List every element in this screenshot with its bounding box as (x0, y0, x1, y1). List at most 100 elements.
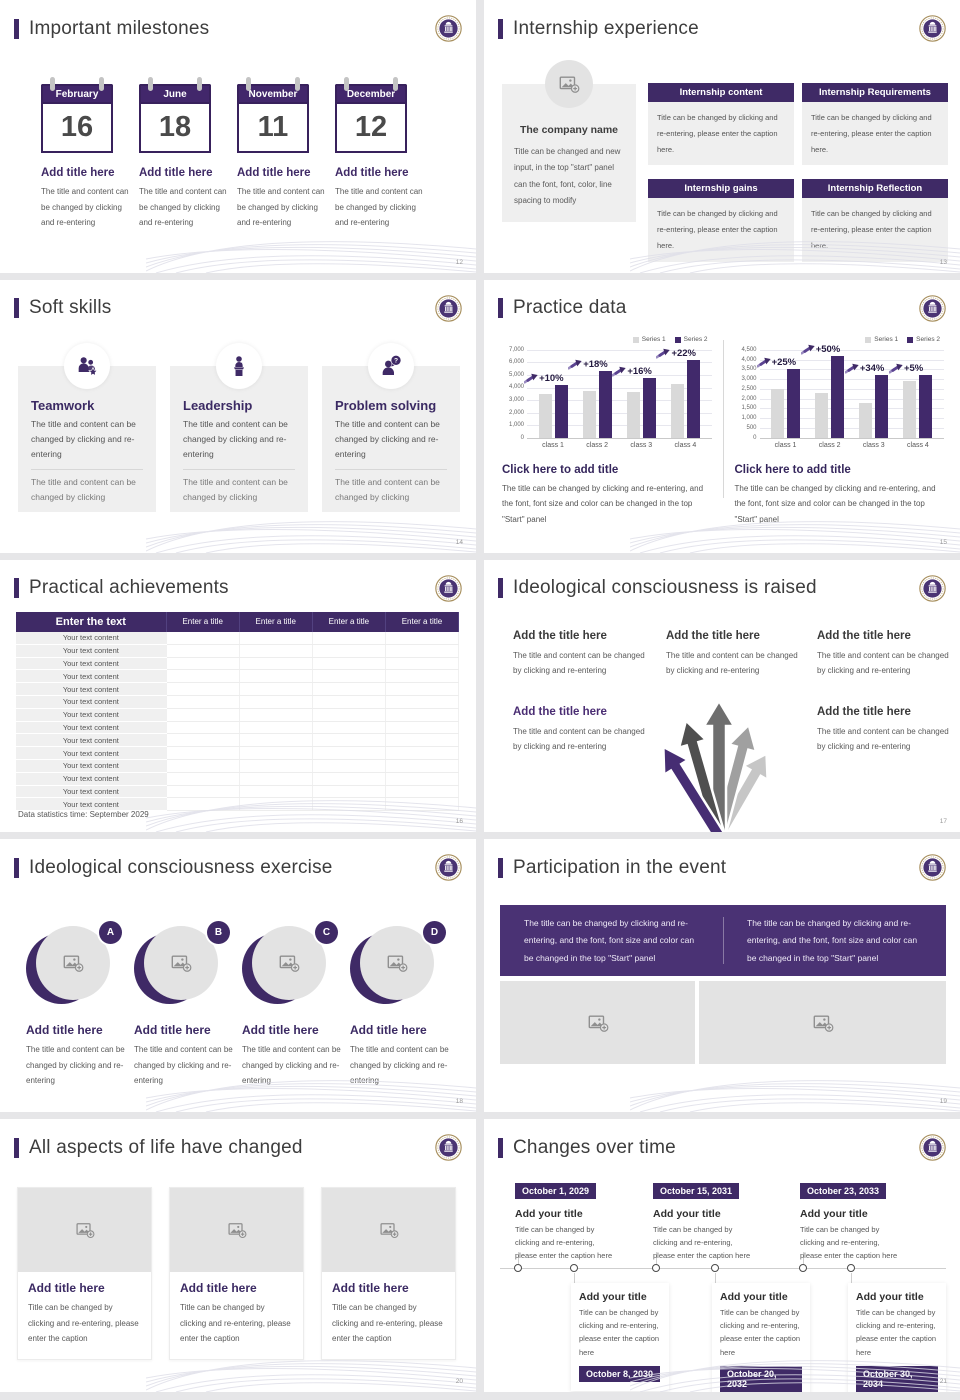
internship-box-header: Internship Requirements (802, 83, 948, 102)
add-image-icon[interactable] (322, 1188, 455, 1273)
table-cell-empty (385, 708, 460, 722)
timeline-body: Title can be changed by clicking and re-… (653, 1225, 751, 1261)
card-title: Add title here (28, 1281, 105, 1296)
chart-y-axis: 7,000 6,000 5,000 4,000 3,000 2,000 1,000 0 (508, 346, 524, 441)
internship-box: Internship Reflection Title can be chang… (802, 179, 948, 262)
block-body: The title and content can be changed by … (513, 650, 645, 676)
date-badge: October 8, 2030 (579, 1365, 661, 1382)
slide-participation[interactable]: Participation in the event The title can… (484, 839, 960, 1113)
text-block: Add the title here The title and content… (513, 706, 645, 755)
table-row: Your text content (16, 785, 460, 799)
slide-important-milestones[interactable]: Important milestones February 16 Add tit… (0, 0, 476, 273)
slide-internship-experience[interactable]: Internship experience The company name T… (484, 0, 960, 273)
table-cell-empty (166, 772, 240, 786)
slide-consciousness-exercise[interactable]: Ideological consciousness exercise A Add… (0, 839, 476, 1113)
slide-changes-over-time[interactable]: Changes over time October 1, 2029 Add yo… (484, 1119, 960, 1392)
slide-practical-achievements[interactable]: Practical achievements Enter the text En… (0, 559, 476, 833)
card-body: Title can be changed by clicking and re-… (332, 1303, 443, 1344)
bar-series-1 (670, 383, 684, 438)
page-number: 17 (939, 818, 947, 826)
internship-box: Internship Requirements Title can be cha… (802, 83, 948, 166)
date-badge: October 30, 2034 (856, 1365, 938, 1392)
table-cell-empty (312, 721, 386, 735)
timeline-item-bottom: Add your title Title can be changed by c… (571, 1283, 669, 1391)
milestone-item: November 11 Add title here The title and… (237, 76, 333, 231)
table-cell-label: Your text content (16, 733, 167, 748)
add-image-icon[interactable] (545, 60, 593, 108)
legend-swatch (674, 336, 681, 343)
bar-series-2 (554, 385, 568, 438)
image-placeholder[interactable] (699, 981, 946, 1065)
table-row: Your text content (16, 772, 460, 786)
table-row: Your text content (16, 669, 460, 684)
university-seal-logo (435, 575, 462, 602)
bar-group: +50% class 2 (810, 343, 850, 449)
block-body: The title and content can be changed by … (817, 650, 949, 676)
timeline-title: Add your title (579, 1291, 647, 1304)
category-label: class 3 (630, 441, 653, 449)
skill-name: Problem solving (335, 397, 437, 413)
table-header-cell: Enter a title (166, 611, 240, 632)
timeline-node (652, 1264, 660, 1273)
table-row: Your text content (16, 733, 460, 748)
data-statistics-footnote: Data statistics time: September 2029 (18, 809, 149, 819)
table-cell-label: Your text content (16, 785, 167, 799)
company-body: Title can be changed and new input, in t… (514, 147, 621, 206)
add-image-icon[interactable] (144, 926, 218, 1001)
slide-title: Ideological consciousness exercise (29, 856, 333, 878)
table-cell-empty (312, 657, 386, 671)
table-cell-empty (166, 759, 240, 773)
university-seal-logo (919, 15, 946, 42)
university-seal-logo (435, 15, 462, 42)
legend-swatch (865, 336, 872, 343)
timeline-item-top: October 23, 2033 Add your title Title ca… (800, 1181, 898, 1262)
table-cell-empty (385, 657, 460, 671)
slide-consciousness-raised[interactable]: Ideological consciousness is raised Add … (484, 559, 960, 833)
calendar-icon: June 18 (139, 77, 211, 153)
slide-life-changed[interactable]: All aspects of life have changed Add tit… (0, 1119, 476, 1392)
table-cell-label: Your text content (16, 708, 167, 722)
legend-item: Series 1 (865, 336, 898, 344)
growth-annotation: +22% (656, 347, 696, 359)
growth-arrow-icon (612, 366, 626, 377)
date-badge: October 15, 2031 (653, 1183, 740, 1200)
circle-graphic: B (134, 921, 230, 1007)
slide-header: Important milestones (0, 0, 476, 42)
timeline-node (799, 1264, 807, 1273)
timeline-title: Add your title (653, 1208, 721, 1221)
slide-title: Important milestones (29, 17, 210, 39)
item-body: The title and content can be changed by … (350, 1045, 449, 1085)
card-title: Add title here (332, 1281, 409, 1296)
bar-series-1 (771, 388, 785, 438)
image-placeholder[interactable] (500, 981, 695, 1065)
add-image-icon[interactable] (252, 926, 326, 1001)
skill-body: The title and content can be changed by … (183, 418, 288, 460)
table-cell-empty (312, 682, 386, 697)
add-image-icon[interactable] (36, 926, 110, 1001)
title-accent-bar (498, 18, 503, 39)
teamwork-icon (64, 342, 110, 389)
table-header-cell: Enter a title (312, 611, 386, 632)
skill-body-secondary: The title and content can be changed by … (31, 476, 136, 502)
add-image-icon[interactable] (360, 926, 434, 1001)
university-seal-logo (435, 854, 462, 881)
calendar-month: June (139, 84, 211, 102)
milestone-item: February 16 Add title here The title and… (41, 76, 137, 231)
slide-practice-data[interactable]: Practice data Series 1 Series 2 7,000 6,00… (484, 279, 960, 553)
banner-text-left: The title can be changed by clicking and… (524, 917, 695, 963)
add-image-icon[interactable] (18, 1188, 151, 1273)
life-card: Add title here Title can be changed by c… (17, 1187, 152, 1360)
table-cell-empty (312, 695, 386, 709)
growth-annotation: +5% (889, 363, 923, 374)
chart-panel: Series 1 Series 2 7,000 6,000 5,000 4,000 3,0… (502, 336, 712, 528)
calendar-icon: December 12 (335, 77, 407, 153)
bar-series-1 (903, 381, 917, 438)
block-title: Add the title here (817, 705, 911, 718)
table-cell-empty (385, 785, 460, 799)
slide-soft-skills[interactable]: Soft skills Teamwork The title and conte… (0, 279, 476, 553)
calendar-month: November (237, 84, 309, 102)
add-image-icon[interactable] (170, 1188, 303, 1273)
growth-arrow-icon (757, 357, 771, 368)
skill-body: The title and content can be changed by … (335, 418, 440, 460)
timeline-connector (574, 1273, 575, 1284)
